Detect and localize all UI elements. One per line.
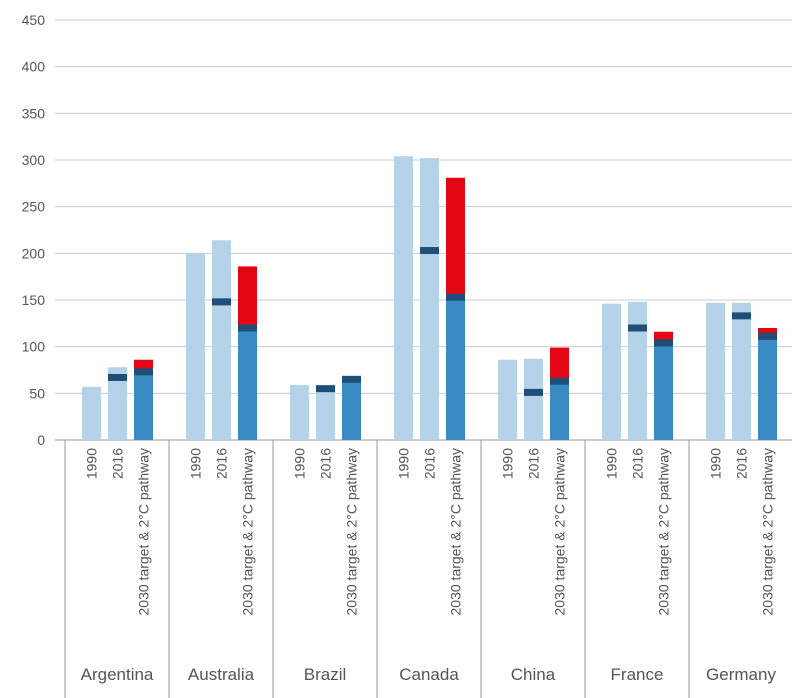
marker-2030 [550,377,569,385]
country-label: Australia [188,665,255,684]
x-tick-label: 2030 target & 2°C pathway [344,448,360,615]
x-tick-label: 2030 target & 2°C pathway [448,448,464,615]
marker-2016 [108,373,127,381]
bar-1990 [706,302,725,440]
x-tick-label: 1990 [188,448,204,479]
country-label: France [611,665,664,684]
x-tick-label: 2030 target & 2°C pathway [656,448,672,615]
bar-2016 [420,158,439,440]
bar-1990 [602,303,621,440]
x-tick-label: 2016 [214,448,230,479]
x-tick-label: 2016 [318,448,334,479]
x-tick-label: 2030 target & 2°C pathway [136,448,152,615]
bar-2030-pathway [758,336,777,440]
bar-2030-pathway [550,381,569,440]
bar-2016 [732,302,751,440]
bar-1990 [394,156,413,440]
bar-2030-pathway [134,374,153,440]
y-tick-label: 400 [22,59,46,75]
country-label: China [511,665,556,684]
bar-2016 [316,391,335,440]
bar-2016 [108,367,127,440]
x-tick-label: 2016 [110,448,126,479]
bar-2030-gap [238,266,257,328]
y-tick-label: 100 [22,339,46,355]
marker-2016 [316,385,335,393]
x-tick-label: 2016 [734,448,750,479]
marker-2016 [628,324,647,332]
bar-1990 [82,386,101,440]
marker-2030 [654,339,673,347]
x-tick-label: 2016 [422,448,438,479]
y-tick-label: 50 [29,385,45,401]
bar-2030-pathway [446,297,465,440]
bar-2016 [212,240,231,440]
x-tick-label: 1990 [396,448,412,479]
bar-2030-gap [654,331,673,343]
y-tick-label: 350 [22,105,46,121]
y-tick-label: 150 [22,292,46,308]
x-tick-label: 2016 [526,448,542,479]
bar-1990 [498,359,517,440]
bar-2016 [628,301,647,440]
x-tick-label: 2016 [630,448,646,479]
marker-2030 [134,368,153,376]
bar-2030-pathway [342,379,361,440]
x-tick-label: 1990 [708,448,724,479]
x-tick-label: 1990 [292,448,308,479]
country-label: Germany [706,665,776,684]
x-tick-label: 2030 target & 2°C pathway [760,448,776,615]
marker-2030 [758,332,777,340]
x-tick-label: 1990 [604,448,620,479]
bar-2016 [524,358,543,440]
bar-2030-pathway [654,342,673,440]
marker-2030 [342,375,361,383]
marker-2016 [420,247,439,255]
y-tick-label: 200 [22,245,46,261]
country-label: Argentina [81,665,154,684]
marker-2030 [238,324,257,332]
country-label: Brazil [304,665,347,684]
x-tick-label: 1990 [500,448,516,479]
bar-2030-pathway [238,328,257,440]
y-tick-label: 0 [37,432,45,448]
bar-1990 [186,253,205,440]
marker-2016 [212,298,231,306]
marker-2030 [446,293,465,301]
x-tick-label: 2030 target & 2°C pathway [552,448,568,615]
country-label: Canada [399,665,459,684]
bar-2030-gap [446,177,465,298]
y-tick-label: 450 [22,12,46,28]
marker-2016 [524,388,543,396]
x-tick-label: 1990 [84,448,100,479]
bar-2030-gap [550,347,569,382]
x-tick-label: 2030 target & 2°C pathway [240,448,256,615]
bar-2030-gap [758,328,777,337]
bar-1990 [290,384,309,440]
y-tick-label: 300 [22,152,46,168]
y-tick-label: 250 [22,199,46,215]
marker-2016 [732,312,751,320]
